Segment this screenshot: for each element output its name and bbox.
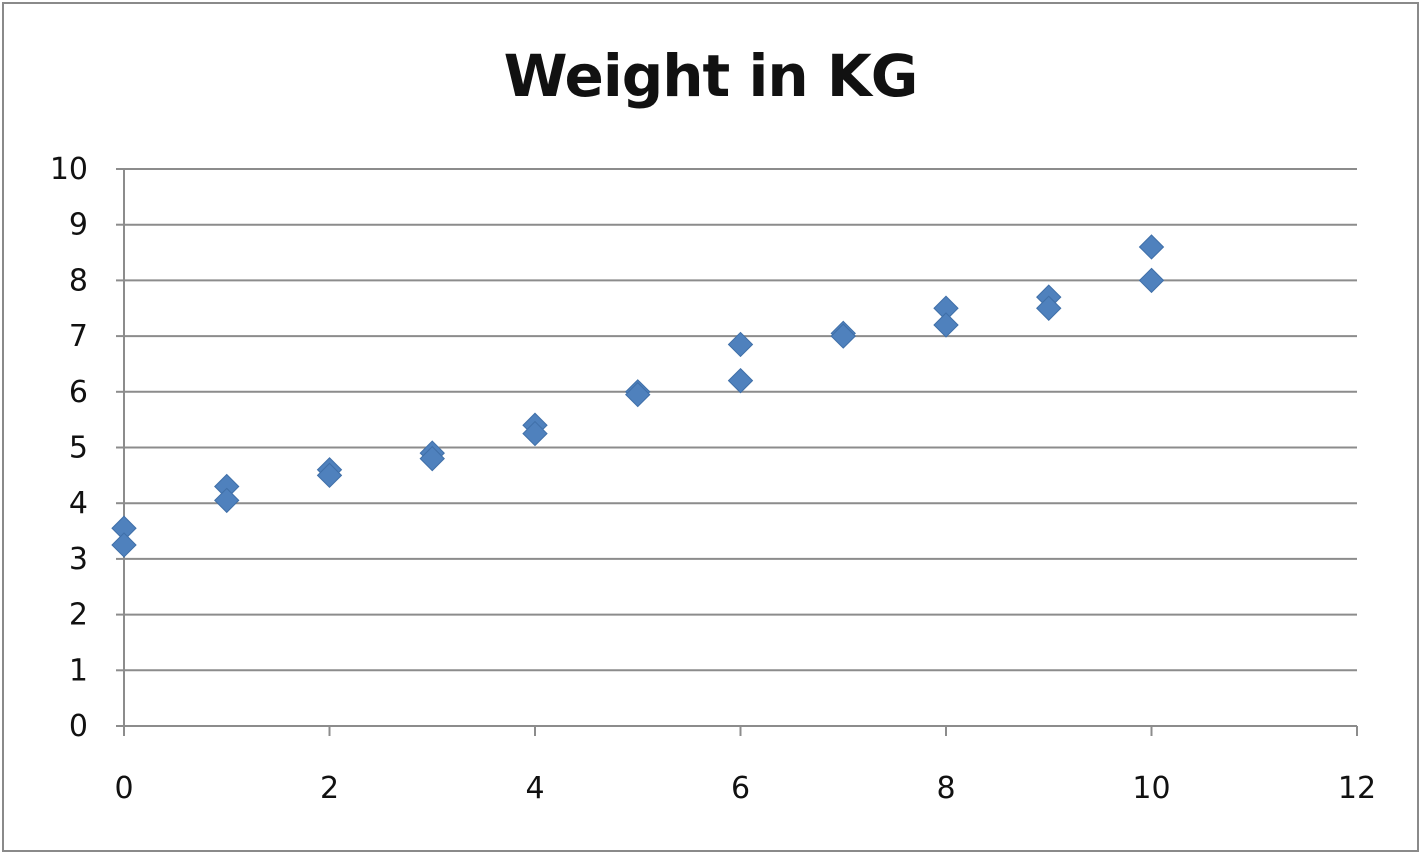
x-tick-label: 12: [1338, 771, 1376, 806]
data-point: [419, 445, 445, 472]
data-point: [316, 462, 343, 489]
data-point: [214, 487, 240, 514]
x-tick-label: 4: [525, 771, 544, 806]
data-point: [727, 331, 754, 358]
data-point: [522, 420, 548, 447]
x-tick-label: 2: [320, 771, 339, 806]
data-point: [933, 312, 959, 338]
y-tick-label: 4: [69, 486, 88, 521]
y-tick-label: 1: [69, 653, 88, 688]
x-tick-label: 10: [1132, 771, 1170, 806]
data-point: [111, 532, 137, 558]
chart-title: Weight in KG: [503, 42, 919, 110]
data-point: [1138, 234, 1165, 260]
y-tick-label: 8: [69, 263, 88, 298]
data-point: [625, 381, 651, 408]
y-tick-label: 5: [69, 431, 88, 466]
y-tick-label: 6: [69, 375, 88, 410]
data-point: [1138, 267, 1165, 294]
data-point: [727, 367, 754, 394]
data-point: [1036, 295, 1062, 321]
y-tick-label: 9: [69, 208, 88, 243]
y-tick-label: 2: [69, 598, 88, 633]
y-tick-label: 3: [69, 542, 88, 577]
x-tick-label: 0: [114, 771, 133, 806]
x-tick-label: 8: [936, 771, 955, 806]
data-point: [830, 323, 856, 349]
y-tick-label: 0: [69, 709, 88, 744]
y-tick-label: 7: [69, 319, 88, 354]
y-tick-label: 10: [50, 152, 88, 187]
x-tick-label: 6: [731, 771, 750, 806]
